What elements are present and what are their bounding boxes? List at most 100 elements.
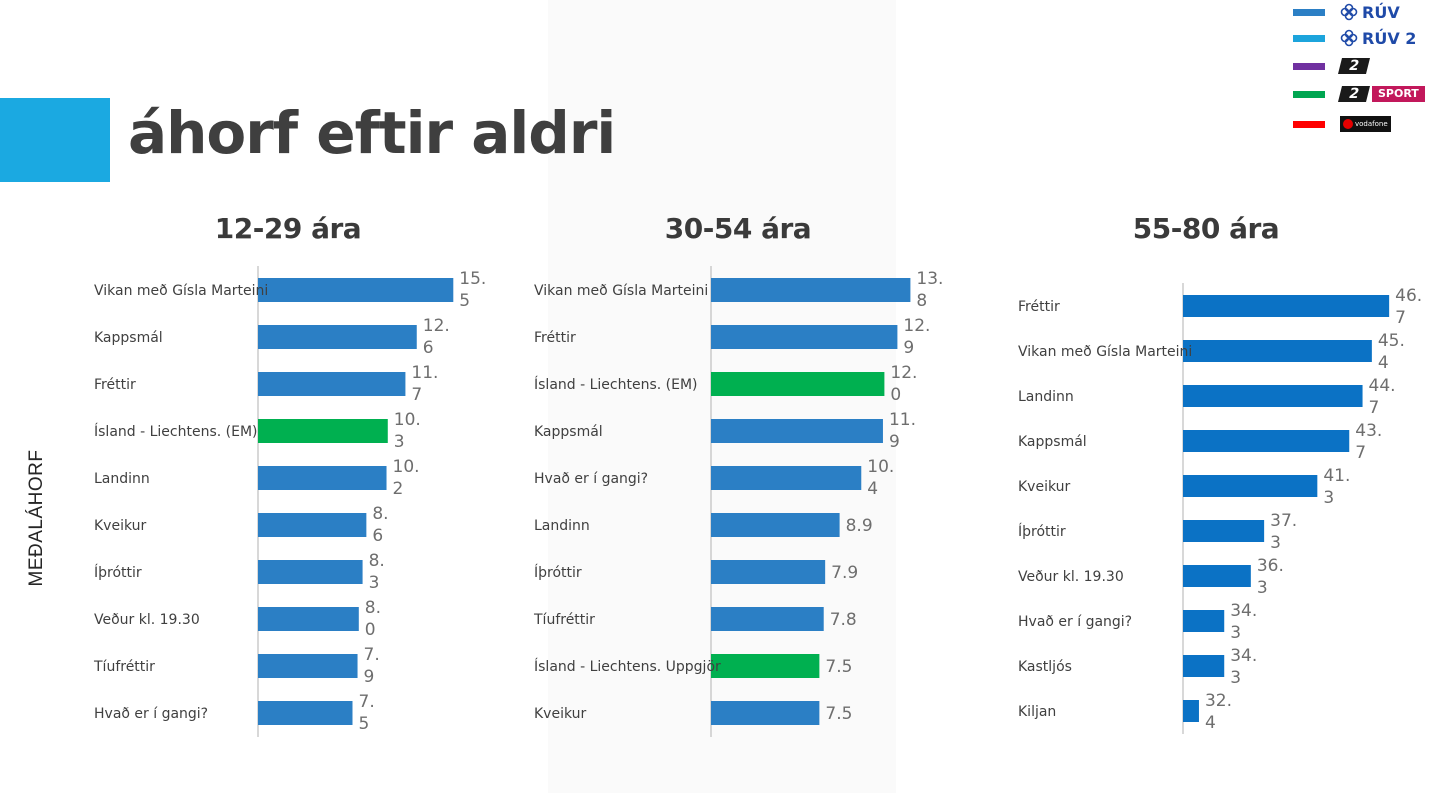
category-label: Veður kl. 19.30 [1018,569,1124,585]
legend-swatch-stod2 [1293,63,1325,70]
chart-1: Vikan með Gísla Marteini 13. 8 Fréttir 12. 9 Í… [533,266,943,737]
category-label: Hvað er í gangi? [1018,614,1132,630]
category-label: Tíufréttir [533,612,595,628]
value-label: 34. 3 [1230,646,1257,688]
value-label: 37. 3 [1270,511,1297,553]
bar [711,607,824,631]
bar [711,278,911,302]
ruv2-logo-text: RÚV 2 [1362,28,1417,48]
category-label: Fréttir [1018,299,1060,315]
value-label: 36. 3 [1257,556,1284,598]
page-title: áhorf eftir aldri [128,99,616,167]
chart-2: Fréttir 46. 7 Vikan með Gísla Marteini 45. 4 L… [1018,283,1422,734]
bar [1183,655,1225,677]
value-label: 7.5 [359,692,375,734]
bar [258,372,406,396]
ruv-emblem-icon [1340,3,1358,21]
bar [711,372,885,396]
vodafone-mark-icon [1343,119,1353,129]
category-label: Fréttir [534,330,576,346]
ruv-logo: RÚV [1340,2,1400,22]
value-label: 12. 9 [903,316,930,358]
bar [1183,430,1350,452]
value-label: 8. 6 [372,504,388,546]
value-label: 7.5 [825,704,852,724]
bar [711,466,862,490]
category-label: Fréttir [94,377,136,393]
category-label: Landinn [534,518,590,534]
bar [711,560,826,584]
category-label: Kveikur [534,706,587,722]
ruv2-emblem-icon [1340,29,1358,47]
vodafone-logo: vodafone [1340,114,1391,134]
chart-title-12-29: 12-29 ára [214,212,362,245]
value-label: 11. 9 [889,410,916,452]
ruv2-logo: RÚV 2 [1340,28,1416,48]
category-label: Íþróttir [94,564,142,581]
vodafone-logo-text: vodafone [1355,119,1388,128]
bar [711,419,883,443]
ruv-logo-text: RÚV [1362,2,1400,22]
bar [711,325,898,349]
legend-item-stod2-sport: 2 SPORT [1293,84,1443,104]
value-label: 8. 0 [365,598,381,640]
bar [258,701,353,725]
accent-square [0,98,110,182]
value-label: 12. 0 [890,363,917,405]
value-label: 11. 7 [411,363,438,405]
value-label: 32. 4 [1205,691,1232,733]
chart-0: Vikan með Gísla Marteini 15. 5 Kappsmál 12. 6… [93,266,486,737]
category-label: Tíufréttir [93,659,155,675]
value-label: 10. 3 [394,410,421,452]
bar [1183,340,1372,362]
category-label: Vikan með Gísla Marteini [1018,344,1192,360]
bar [1183,475,1318,497]
category-label: Kappsmál [534,424,603,440]
legend-item-ruv: RÚV [1293,2,1443,22]
category-label: Ísland - Liechtens. (EM) [94,423,258,440]
value-label: 10. 4 [867,457,894,499]
value-label: 45. 4 [1378,331,1405,373]
value-label: 10. 2 [393,457,420,499]
category-label: Kappsmál [1018,434,1087,450]
category-label: Kiljan [1018,704,1056,720]
legend-item-vodafone: vodafone [1293,114,1443,134]
value-label: 8. 3 [369,551,385,593]
category-label: Íþróttir [1018,523,1066,540]
category-label: Kappsmál [94,330,163,346]
value-label: 7.5 [825,657,852,677]
value-label: 13. 8 [916,269,943,311]
category-label: Landinn [94,471,150,487]
bar [711,701,820,725]
bar [258,278,454,302]
bar [258,560,363,584]
category-label: Ísland - Liechtens. Uppgjör [534,658,721,675]
legend-swatch-vodafone [1293,121,1325,128]
category-label: Vikan með Gísla Marteini [94,283,268,299]
bar [258,419,388,443]
chart-title-30-54: 30-54 ára [664,212,812,245]
legend-item-ruv2: RÚV 2 [1293,28,1443,48]
category-label: Kastljós [1018,659,1072,675]
value-label: 7.9 [364,645,380,687]
value-label: 44. 7 [1369,376,1396,418]
value-label: 41. 3 [1323,466,1350,508]
bar [1183,385,1363,407]
value-label: 46. 7 [1395,286,1422,328]
category-label: Hvað er í gangi? [534,471,648,487]
bar [1183,295,1390,317]
legend-swatch-ruv2 [1293,35,1325,42]
category-label: Ísland - Liechtens. (EM) [534,376,698,393]
bar [711,513,840,537]
bar [258,607,359,631]
category-label: Veður kl. 19.30 [94,612,200,628]
legend-swatch-ruv [1293,9,1325,16]
value-label: 43. 7 [1355,421,1382,463]
category-label: Landinn [1018,389,1074,405]
stod2-sport-logo: 2 SPORT [1338,84,1425,104]
bar [258,325,417,349]
category-label: Íþróttir [534,564,582,581]
bar [258,513,367,537]
category-label: Hvað er í gangi? [94,706,208,722]
